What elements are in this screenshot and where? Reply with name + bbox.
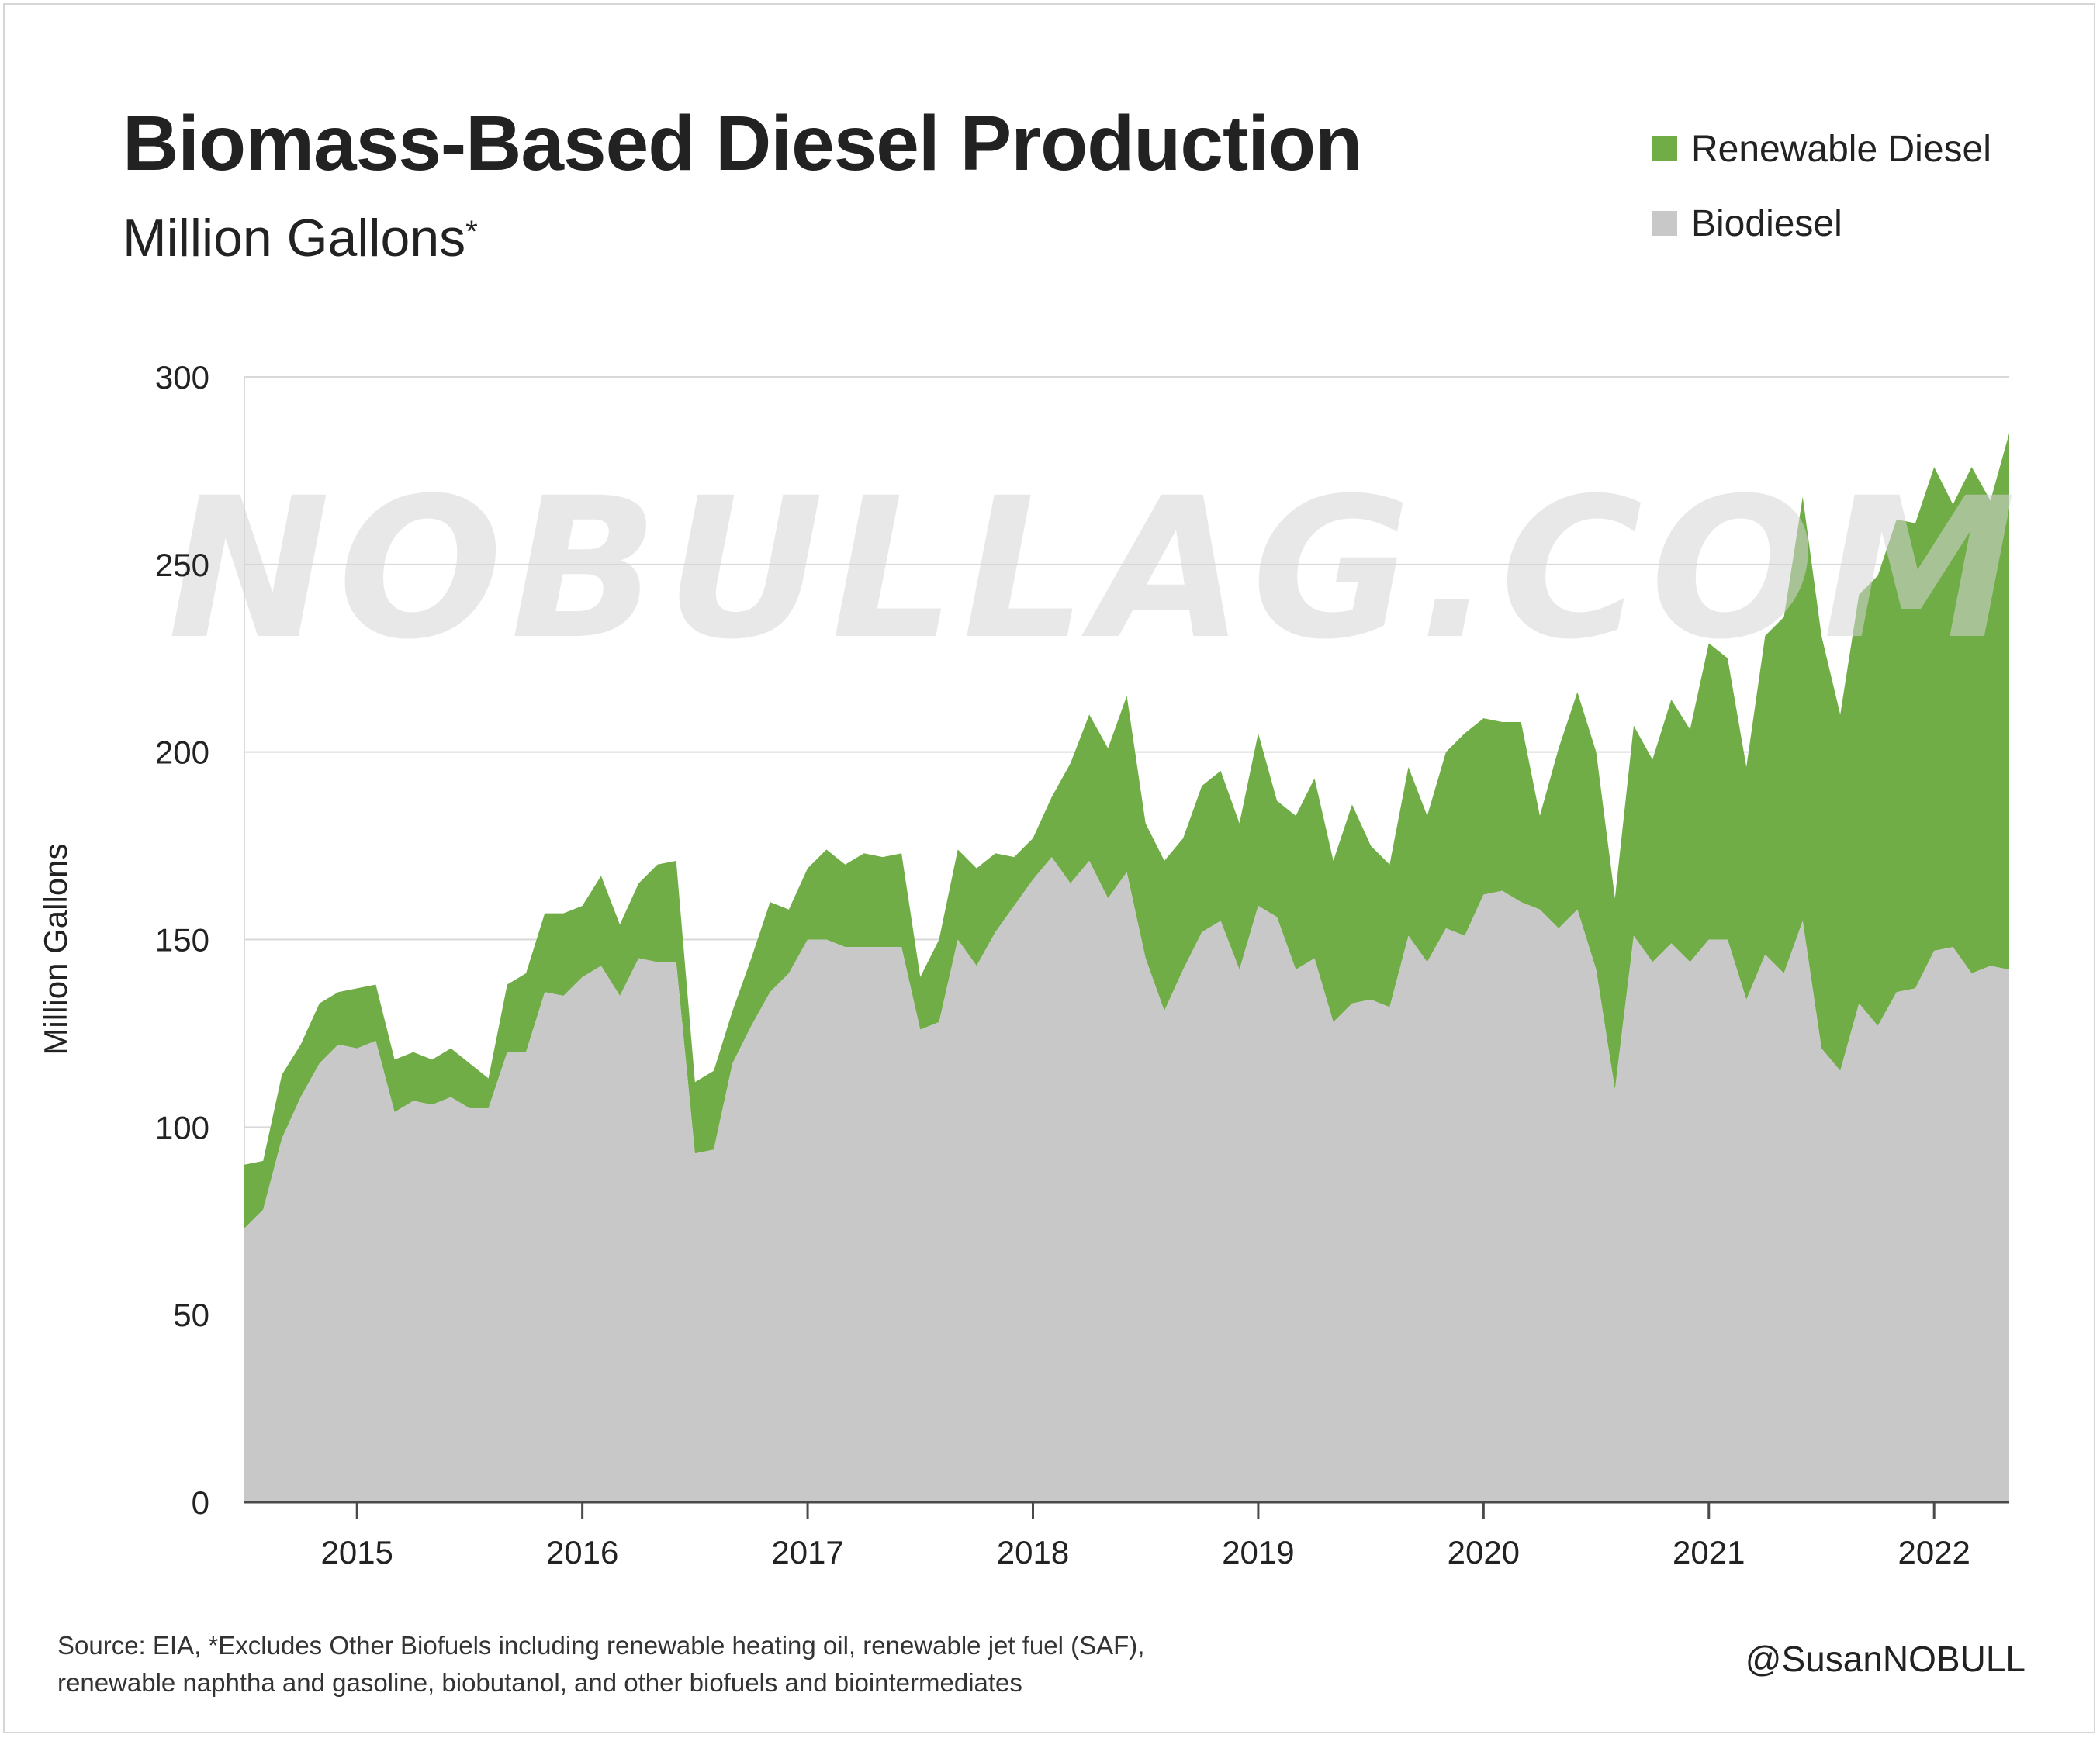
y-tick-label: 200 [155,734,209,771]
x-tick-label: 2019 [1222,1534,1294,1570]
x-tick-label: 2020 [1448,1534,1520,1570]
y-tick-label: 0 [192,1484,209,1521]
legend-label-renewable-diesel: Renewable Diesel [1691,128,1991,170]
source-note: Source: EIA, *Excludes Other Biofuels in… [57,1627,1144,1702]
author-handle: @SusanNOBULL [1745,1639,2026,1679]
y-tick-label: 100 [155,1109,209,1145]
chart-frame [3,3,2095,1733]
subtitle-footnote-mark: * [465,215,478,249]
watermark: NOBULLAG.COM [168,456,2023,682]
legend-swatch-biodiesel [1652,211,1677,236]
legend-item-biodiesel: Biodiesel [1652,197,1991,250]
x-tick-label: 2015 [320,1534,393,1570]
y-tick-label: 50 [173,1297,209,1333]
source-line-2: renewable naphtha and gasoline, biobutan… [57,1668,1022,1697]
legend: Renewable Diesel Biodiesel [1652,123,1991,271]
area-biodiesel [244,857,2009,1502]
y-tick-label: 150 [155,922,209,959]
chart-title: Biomass-Based Diesel Production [123,100,1362,187]
legend-item-renewable-diesel: Renewable Diesel [1652,123,1991,175]
x-tick-label: 2016 [546,1534,618,1570]
subtitle-text: Million Gallons [123,209,466,268]
y-tick-label: 250 [155,547,209,583]
chart-subtitle: Million Gallons* [123,208,478,268]
x-tick-label: 2022 [1898,1534,1970,1570]
x-tick-label: 2017 [771,1534,843,1570]
source-line-1: Source: EIA, *Excludes Other Biofuels in… [57,1631,1145,1660]
area-renewable-diesel [244,433,2009,1228]
legend-label-biodiesel: Biodiesel [1691,202,1842,244]
legend-swatch-renewable-diesel [1652,136,1677,161]
x-tick-label: 2018 [997,1534,1069,1570]
y-tick-label: 300 [155,359,209,396]
x-tick-label: 2021 [1673,1534,1745,1570]
